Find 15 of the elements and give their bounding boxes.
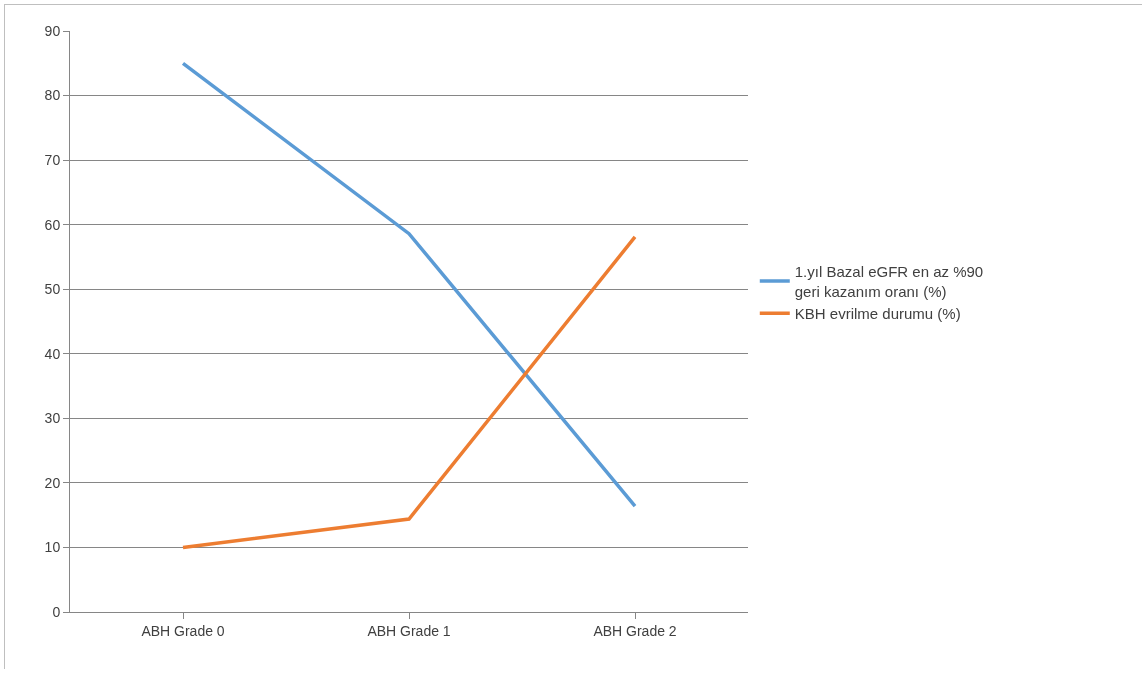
y-tick-label: 80 — [44, 87, 61, 104]
y-tick-label: 50 — [44, 281, 61, 298]
y-tick-label: 20 — [44, 474, 61, 491]
legend-label: 1.yıl Bazal eGFR en az %90 geri kazanım oranı (%) — [794, 263, 984, 300]
y-tick-label: 0 — [52, 603, 61, 620]
x-tick-label: ABH Grade 2 — [593, 622, 677, 639]
x-tick-label: ABH Grade 0 — [141, 622, 225, 639]
legend-label: KBH evrilme durumu (%) — [794, 305, 961, 323]
y-tick-label: 40 — [44, 345, 61, 362]
y-tick-label: 90 — [44, 22, 61, 39]
x-tick-label: ABH Grade 1 — [367, 622, 451, 639]
y-tick-label: 60 — [44, 216, 61, 233]
y-tick-label: 30 — [44, 410, 61, 427]
y-tick-label: 10 — [44, 539, 61, 556]
y-tick-label: 70 — [44, 152, 61, 169]
